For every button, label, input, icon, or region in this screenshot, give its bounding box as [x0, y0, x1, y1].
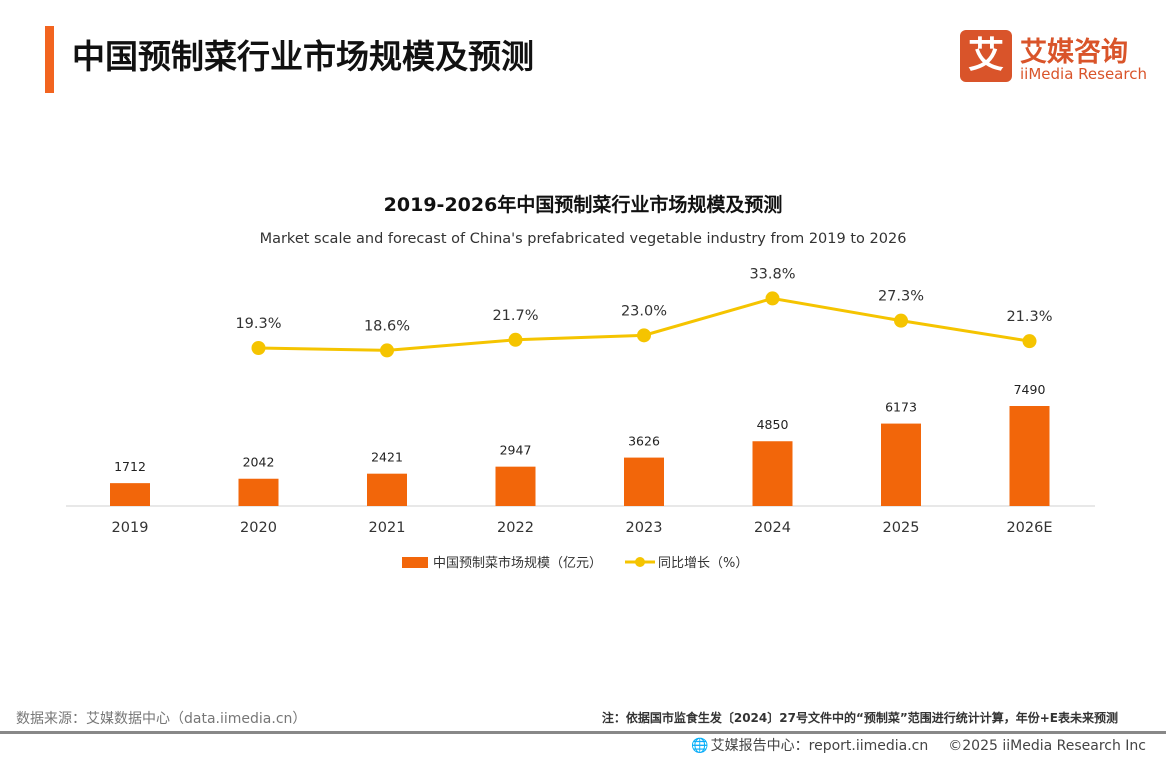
bar-label-2021: 2421 [371, 450, 403, 465]
bar-2021 [367, 473, 407, 506]
divider [0, 731, 1166, 734]
bar-2022 [495, 466, 536, 506]
globe-icon: 🌐 [691, 738, 709, 754]
x-tick-2019: 2019 [112, 520, 149, 536]
growth-label-2024: 33.8% [749, 266, 795, 282]
x-tick-2026E: 2026E [1006, 520, 1052, 536]
growth-label-2025: 27.3% [878, 289, 924, 305]
growth-point-2025 [894, 313, 908, 328]
growth-label-2021: 18.6% [364, 318, 410, 334]
bar-label-2022: 2947 [500, 443, 532, 458]
legend-line-marker [635, 557, 645, 567]
growth-point-2022 [508, 332, 523, 347]
bar-2026E [1009, 406, 1050, 506]
growth-point-2021 [380, 343, 394, 358]
bar-2020 [238, 478, 279, 506]
growth-label-2020: 19.3% [235, 316, 281, 332]
chart: 2019-2026年中国预制菜行业市场规模及预测 Market scale and… [66, 193, 1095, 571]
data-source: 数据来源：艾媒数据中心（data.iimedia.cn） [16, 711, 307, 727]
growth-label-2022: 21.7% [492, 308, 538, 324]
bar-label-2023: 3626 [628, 434, 660, 449]
logo-en: iiMedia Research [1020, 65, 1147, 83]
growth-label-2026E: 21.3% [1006, 309, 1052, 325]
bar-2019 [110, 483, 150, 506]
bar-2023 [624, 457, 664, 506]
chart-subtitle: Market scale and forecast of China's pre… [260, 231, 907, 247]
growth-point-2023 [637, 328, 651, 343]
bar-label-2024: 4850 [757, 417, 789, 432]
bar-2024 [752, 441, 793, 506]
growth-label-2023: 23.0% [621, 303, 667, 319]
chart-title: 2019-2026年中国预制菜行业市场规模及预测 [384, 193, 783, 216]
footer: 🌐 艾媒报告中心：report.iimedia.cn ©2025 iiMedia R… [671, 735, 1146, 755]
title-accent [45, 26, 54, 93]
bar-label-2026E: 7490 [1014, 382, 1046, 397]
growth-point-2020 [251, 341, 266, 355]
logo-cn: 艾媒咨询 [1020, 37, 1128, 68]
logo-mark: 艾 [960, 30, 1012, 82]
growth-point-2024 [765, 291, 780, 306]
legend-line-label: 同比增长（%） [658, 556, 748, 571]
x-tick-2021: 2021 [369, 520, 406, 536]
x-tick-2020: 2020 [240, 520, 277, 536]
report-link[interactable]: 艾媒报告中心：report.iimedia.cn [710, 738, 929, 754]
x-tick-2024: 2024 [754, 520, 791, 536]
bar-label-2020: 2042 [243, 455, 275, 470]
legend-bar-swatch [402, 557, 428, 568]
bar-label-2019: 1712 [114, 459, 146, 474]
x-tick-2025: 2025 [883, 520, 920, 536]
x-tick-2023: 2023 [626, 520, 663, 536]
footnote: 注：依据国市监食生发〔2024〕27号文件中的“预制菜”范围进行统计计算，年份+… [601, 711, 1118, 725]
bar-label-2025: 6173 [885, 400, 917, 415]
logo: 艾 艾媒咨询 iiMedia Research [960, 30, 1150, 86]
x-tick-2022: 2022 [497, 520, 534, 536]
bar-2025 [881, 423, 921, 506]
copyright: ©2025 iiMedia Research Inc [948, 738, 1146, 754]
legend-bar-label: 中国预制菜市场规模（亿元） [433, 555, 602, 571]
page-title: 中国预制菜行业市场规模及预测 [72, 37, 534, 76]
growth-point-2026E [1022, 334, 1037, 349]
